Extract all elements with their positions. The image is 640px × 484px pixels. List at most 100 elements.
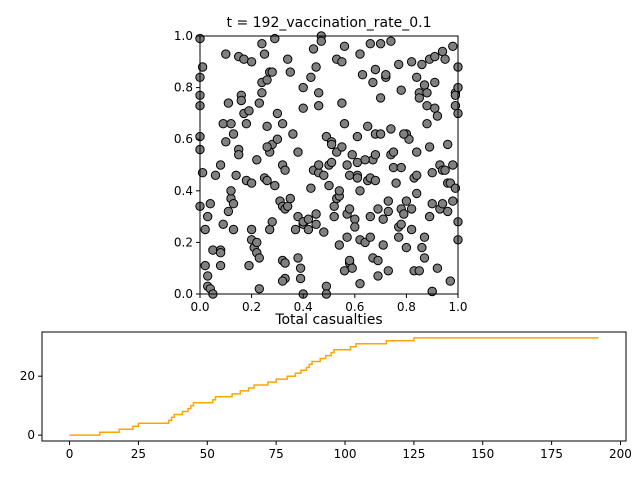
scatter-point (355, 49, 365, 59)
scatter-point (329, 211, 339, 222)
scatter-point (419, 232, 430, 242)
x-tick-label: 175 (540, 447, 563, 461)
scatter-point (412, 188, 422, 199)
scatter-point (417, 242, 427, 253)
scatter-point (375, 39, 386, 49)
x-tick-label: 100 (334, 447, 357, 461)
scatter-point (314, 160, 324, 170)
scatter-point (365, 232, 375, 242)
x-tick-label: 75 (269, 447, 284, 461)
scatter-point (334, 240, 344, 250)
scatter-point (311, 219, 321, 230)
scatter-point (360, 155, 370, 165)
scatter-point (440, 165, 450, 175)
scatter-point (427, 168, 437, 178)
scatter-point (347, 150, 357, 160)
scatter-point (257, 88, 267, 98)
scatter-point (406, 204, 417, 214)
scatter-point (290, 224, 301, 235)
scatter-point (254, 284, 264, 294)
x-tick-label: 50 (200, 447, 215, 461)
x-tick-label: 1.0 (448, 300, 467, 314)
scatter-point (375, 129, 386, 139)
scatter-y-axis: 0.0 0.2 0.4 0.6 0.8 1.0 (174, 29, 200, 301)
scatter-point (285, 193, 295, 204)
scatter-point (443, 206, 453, 217)
y-tick-label: 0.0 (174, 287, 193, 301)
scatter-point (344, 204, 355, 214)
scatter-point (267, 67, 277, 77)
scatter-point (406, 224, 417, 235)
scatter-point (311, 62, 321, 72)
y-tick-label: 0.6 (174, 132, 193, 146)
scatter-point (383, 266, 393, 276)
scatter-point (208, 245, 218, 255)
scatter-point (427, 286, 437, 297)
scatter-point (344, 170, 355, 181)
scatter-point (414, 93, 424, 103)
scatter-chart: t = 192_vaccination_rate_0.1 0.0 0.2 0.4 0.… (174, 15, 468, 314)
scatter-point (226, 186, 236, 196)
scatter-point (283, 201, 293, 212)
scatter-point (262, 75, 272, 85)
scatter-point (339, 41, 350, 51)
scatter-point (215, 248, 226, 258)
scatter-point (252, 237, 262, 248)
scatter-point (383, 196, 393, 206)
x-tick-label: 0.8 (397, 300, 416, 314)
x-tick-label: 0.2 (242, 300, 261, 314)
scatter-point (450, 183, 461, 193)
scatter-point (277, 276, 288, 286)
scatter-point (370, 150, 381, 160)
scatter-point (422, 119, 432, 129)
scatter-point (303, 214, 314, 224)
scatter-axes-frame (199, 35, 459, 295)
scatter-point (350, 214, 360, 224)
scatter-point (401, 242, 412, 253)
scatter-point (228, 199, 239, 209)
scatter-point (205, 199, 216, 209)
scatter-point (412, 72, 422, 83)
scatter-point (272, 108, 283, 119)
scatter-point (432, 111, 443, 121)
scatter-point (352, 131, 363, 142)
scatter-point (326, 157, 337, 168)
scatter-point (293, 147, 303, 157)
scatter-point (200, 224, 210, 235)
scatter-point (257, 39, 267, 49)
scatter-point (298, 103, 308, 113)
scatter-point (259, 49, 270, 59)
scatter-point (280, 258, 290, 268)
scatter-point (437, 199, 448, 209)
scatter-point (350, 222, 360, 232)
scatter-point (197, 168, 208, 178)
scatter-point (401, 196, 412, 206)
scatter-point (427, 199, 437, 209)
scatter-point (303, 224, 314, 235)
scatter-point (236, 95, 247, 106)
scatter-point (293, 253, 303, 263)
scatter-point (375, 93, 386, 103)
scatter-point (365, 39, 375, 49)
casualties-chart: Total casualties 0 25 50 75 100 125 150 175 200 … (20, 312, 632, 461)
scatter-point (228, 224, 239, 235)
x-tick-label: 125 (402, 447, 425, 461)
scatter-point (298, 82, 308, 93)
scatter-point (203, 211, 213, 222)
scatter-point (203, 271, 213, 281)
scatter-point (396, 162, 406, 173)
scatter-point (448, 41, 458, 51)
scatter-point (239, 54, 249, 64)
x-tick-label: 150 (471, 447, 494, 461)
scatter-point (419, 253, 430, 263)
scatter-point (355, 186, 365, 196)
scatter-point (344, 255, 355, 266)
scatter-point (368, 77, 378, 88)
scatter-point (285, 67, 295, 77)
scatter-point (226, 119, 236, 129)
casualties-axes-frame (41, 331, 627, 442)
scatter-point (210, 170, 221, 181)
scatter-point (424, 142, 435, 152)
scatter-point (246, 178, 257, 188)
